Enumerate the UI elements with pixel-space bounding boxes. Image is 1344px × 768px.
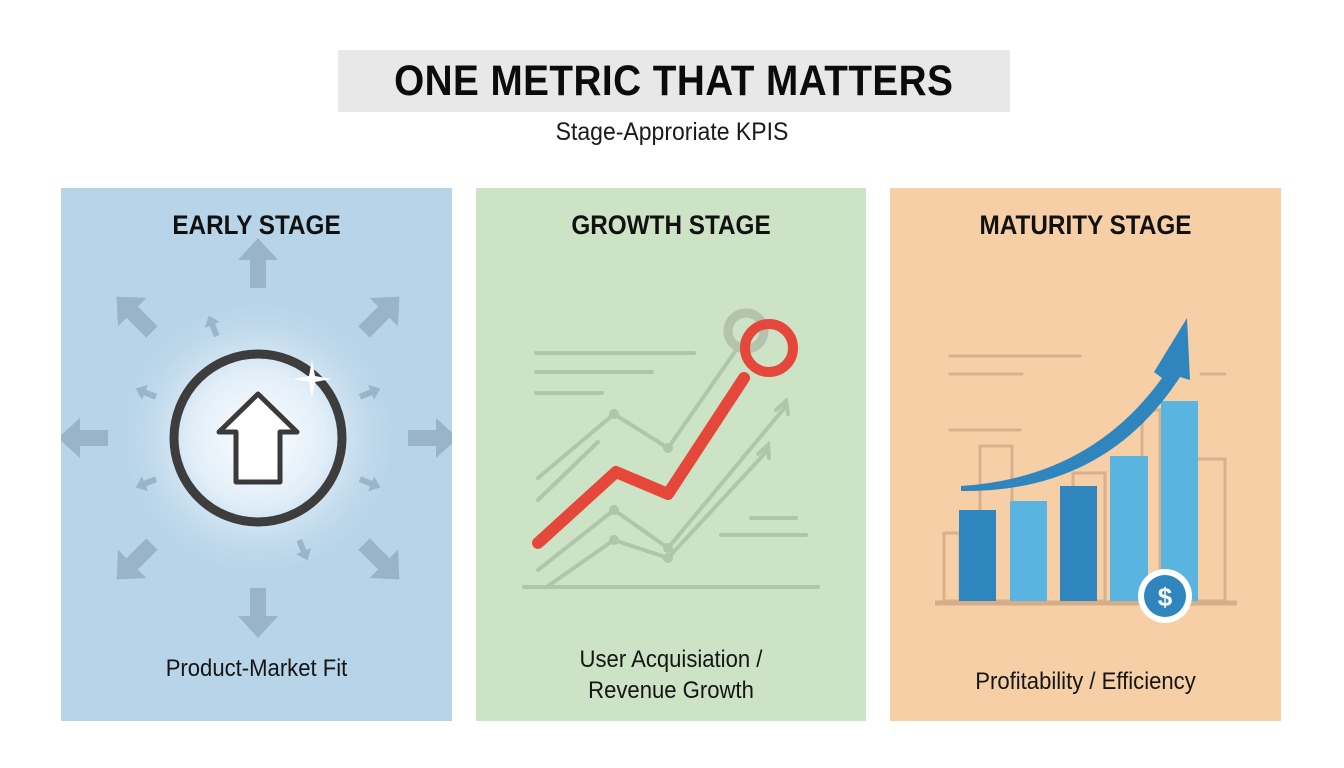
caption-line: Profitability / Efficiency (975, 668, 1196, 695)
caption-line: User Acquisiation / (579, 646, 763, 673)
panel-maturity-stage: $ MATURITY STAGE Profitability / Efficie… (890, 188, 1281, 721)
caption-line: Revenue Growth (588, 677, 754, 704)
bar-chart-with-growth-arrow-icon: $ (935, 318, 1237, 623)
panel-caption: Profitability / Efficiency (906, 666, 1266, 697)
panel-title: EARLY STAGE (172, 210, 341, 240)
panel-caption: Product-Market Fit (77, 653, 437, 684)
page-title: ONE METRIC THAT MATTERS (394, 56, 954, 105)
caption-line: Product-Market Fit (165, 655, 348, 682)
title-banner: ONE METRIC THAT MATTERS (338, 50, 1010, 112)
panel-title: GROWTH STAGE (571, 210, 771, 240)
page-subtitle: Stage-Approriate KPIS (555, 118, 789, 146)
up-arrow-in-circle-radiating-arrows-icon (61, 238, 452, 638)
dollar-coin-icon: $ (1158, 582, 1173, 612)
panel-early-stage: EARLY STAGE Product-Market Fit (61, 188, 452, 721)
panel-caption: User Acquisiation / Revenue Growth (492, 644, 851, 706)
panel-title: MATURITY STAGE (979, 210, 1192, 240)
panel-growth-stage: GROWTH STAGE User Acquisiation / Revenue… (476, 188, 866, 721)
rising-line-chart-icon (522, 308, 820, 589)
